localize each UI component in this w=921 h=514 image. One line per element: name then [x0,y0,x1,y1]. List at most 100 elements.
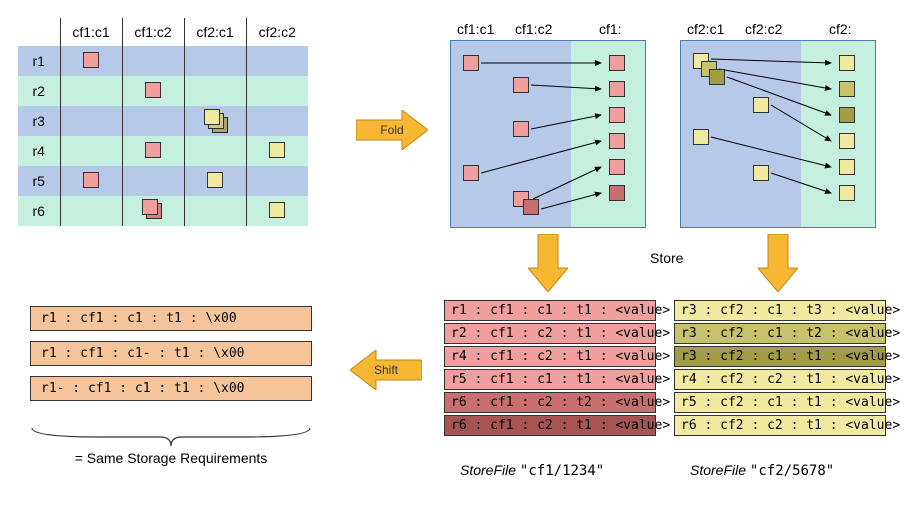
table-cell [60,136,122,166]
storefile-row: r2 : cf1 : c2 : t1 : <value> [444,323,656,344]
fold-arrow-label: Fold [380,123,403,137]
storefile-row: r6 : cf2 : c2 : t1 : <value> [674,415,886,436]
fold-source-cell [693,129,709,145]
fold-source-cell [463,55,479,71]
sf1-caption-name: "cf1/1234" [520,463,604,479]
sf1-caption-prefix: StoreFile [460,462,520,478]
storefile-row: r4 : cf2 : c2 : t1 : <value> [674,369,886,390]
fold-target-cell [609,133,625,149]
fold-source-cell [753,165,769,181]
row-label: r6 [18,196,60,226]
fold-target-cell [609,159,625,175]
table-col-header: cf1:c2 [122,18,184,46]
fold-arrow: Fold [356,110,428,150]
row-label: r4 [18,136,60,166]
fold1-hdr-c2: cf1:c2 [515,21,552,37]
storefile-cf2-caption: StoreFile "cf2/5678" [690,462,834,479]
fold1-hdr-c1: cf1:c1 [457,21,494,37]
table-cell [184,46,246,76]
fold-panel-cf1: cf1:c1 cf1:c2 cf1: [450,40,646,228]
table-row: r6 [18,196,308,226]
storefile-cf1: r1 : cf1 : c1 : t1 : <value>r2 : cf1 : c… [444,300,656,436]
table-cell [122,196,184,226]
table-cell [60,46,122,76]
fold-source-cell [513,77,529,93]
down-arrow-cf1 [528,234,568,292]
storefile-row: r3 : cf2 : c1 : t2 : <value> [674,323,886,344]
sf2-caption-name: "cf2/5678" [750,463,834,479]
fold-target-cell [839,107,855,123]
table-row: r4 [18,136,308,166]
table-row: r1 [18,46,308,76]
table-row: r3 [18,106,308,136]
table-cell [246,46,308,76]
store-label: Store [650,250,683,266]
fold2-hdr-c1: cf2:c1 [687,21,724,37]
fold-panel-cf2: cf2:c1 cf2:c2 cf2: [680,40,876,228]
shift-row: r1- : cf1 : c1 : t1 : \x00 [30,376,312,401]
fold1-hdr-cf: cf1: [599,21,622,37]
table-cell [246,76,308,106]
logical-table: cf1:c1cf1:c2cf2:c1cf2:c2 r1r2r3r4r5r6 [18,18,308,226]
table-cell [60,196,122,226]
table-col-header: cf2:c1 [184,18,246,46]
shift-row: r1 : cf1 : c1 : t1 : \x00 [30,306,312,331]
shift-examples: r1 : cf1 : c1 : t1 : \x00 r1 : cf1 : c1- … [30,306,312,401]
table-cell [122,106,184,136]
fold-target-cell [839,81,855,97]
fold-target-cell [609,107,625,123]
fold-target-cell [609,185,625,201]
table-cell [246,166,308,196]
storefile-cf2: r3 : cf2 : c1 : t3 : <value>r3 : cf2 : c… [674,300,886,436]
table-cell [184,76,246,106]
table-cell [246,136,308,166]
sf2-caption-prefix: StoreFile [690,462,750,478]
table-cell [122,46,184,76]
table-cell [122,136,184,166]
fold-source-cell [513,121,529,137]
row-label: r5 [18,166,60,196]
fold-target-cell [839,133,855,149]
storefile-row: r5 : cf2 : c1 : t1 : <value> [674,392,886,413]
shift-row: r1 : cf1 : c1- : t1 : \x00 [30,341,312,366]
storage-equivalence-caption: = Same Storage Requirements [30,450,312,466]
storefile-row: r3 : cf2 : c1 : t3 : <value> [674,300,886,321]
shift-arrow-label: Shift [374,363,398,377]
table-cell [184,136,246,166]
row-label: r3 [18,106,60,136]
fold-target-cell [839,185,855,201]
fold-target-cell [609,55,625,71]
fold2-hdr-cf: cf2: [829,21,852,37]
fold-source-cell [709,69,725,85]
fold2-hdr-c2: cf2:c2 [745,21,782,37]
table-cell [60,76,122,106]
storefile-row: r5 : cf1 : c1 : t1 : <value> [444,369,656,390]
table-cell [60,106,122,136]
fold-source-cell [523,199,539,215]
table-row: r2 [18,76,308,106]
row-label: r1 [18,46,60,76]
table-cell [122,166,184,196]
table-col-header: cf2:c2 [246,18,308,46]
storefile-row: r6 : cf1 : c2 : t1 : <value> [444,415,656,436]
table-cell [60,166,122,196]
storefile-row: r4 : cf1 : c2 : t1 : <value> [444,346,656,367]
table-col-header: cf1:c1 [60,18,122,46]
fold-target-cell [839,55,855,71]
fold-target-cell [609,81,625,97]
down-arrow-cf2 [758,234,798,292]
row-label: r2 [18,76,60,106]
fold-target-cell [839,159,855,175]
storefile-row: r6 : cf1 : c2 : t2 : <value> [444,392,656,413]
table-cell [184,166,246,196]
shift-arrow: Shift [350,350,422,390]
table-cell [246,106,308,136]
table-cell [184,196,246,226]
storefile-row: r3 : cf2 : c1 : t1 : <value> [674,346,886,367]
brace-icon [30,428,312,446]
table-cell [184,106,246,136]
table-col-header [18,18,60,46]
fold-source-cell [753,97,769,113]
fold-source-cell [463,165,479,181]
storefile-cf1-caption: StoreFile "cf1/1234" [460,462,604,479]
